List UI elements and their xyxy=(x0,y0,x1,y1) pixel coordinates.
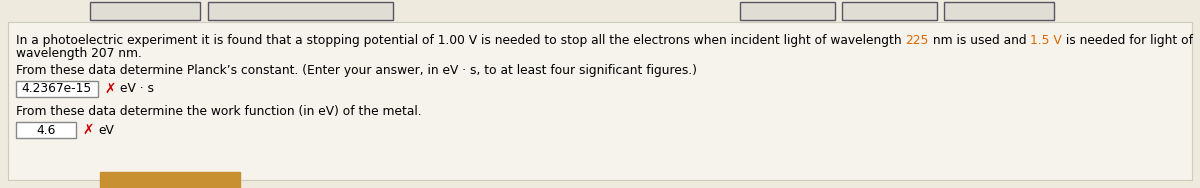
Text: From these data determine Planck’s constant. (Enter your answer, in eV · s, to a: From these data determine Planck’s const… xyxy=(16,64,697,77)
Text: ✗: ✗ xyxy=(104,82,115,96)
Bar xyxy=(944,2,1054,20)
Text: is needed for light of: is needed for light of xyxy=(1062,34,1193,47)
Text: nm is used and: nm is used and xyxy=(929,34,1031,47)
Bar xyxy=(8,22,1192,180)
Text: From these data determine the work function (in eV) of the metal.: From these data determine the work funct… xyxy=(16,105,421,118)
Text: In a photoelectric experiment it is found that a stopping potential of 1.00 V is: In a photoelectric experiment it is foun… xyxy=(16,34,906,47)
Text: eV: eV xyxy=(98,124,114,136)
Text: eV · s: eV · s xyxy=(120,83,154,96)
Text: 1.5 V: 1.5 V xyxy=(1031,34,1062,47)
Bar xyxy=(100,172,240,188)
Text: wavelength 207 nm.: wavelength 207 nm. xyxy=(16,47,142,60)
Bar xyxy=(842,2,937,20)
Bar xyxy=(90,2,200,20)
Bar xyxy=(740,2,835,20)
Text: ✗: ✗ xyxy=(82,123,94,137)
Text: 4.6: 4.6 xyxy=(36,124,55,136)
Bar xyxy=(208,2,394,20)
Text: 225: 225 xyxy=(906,34,929,47)
Bar xyxy=(16,81,98,97)
Bar xyxy=(16,122,76,138)
Text: 4.2367e-15: 4.2367e-15 xyxy=(22,83,92,96)
